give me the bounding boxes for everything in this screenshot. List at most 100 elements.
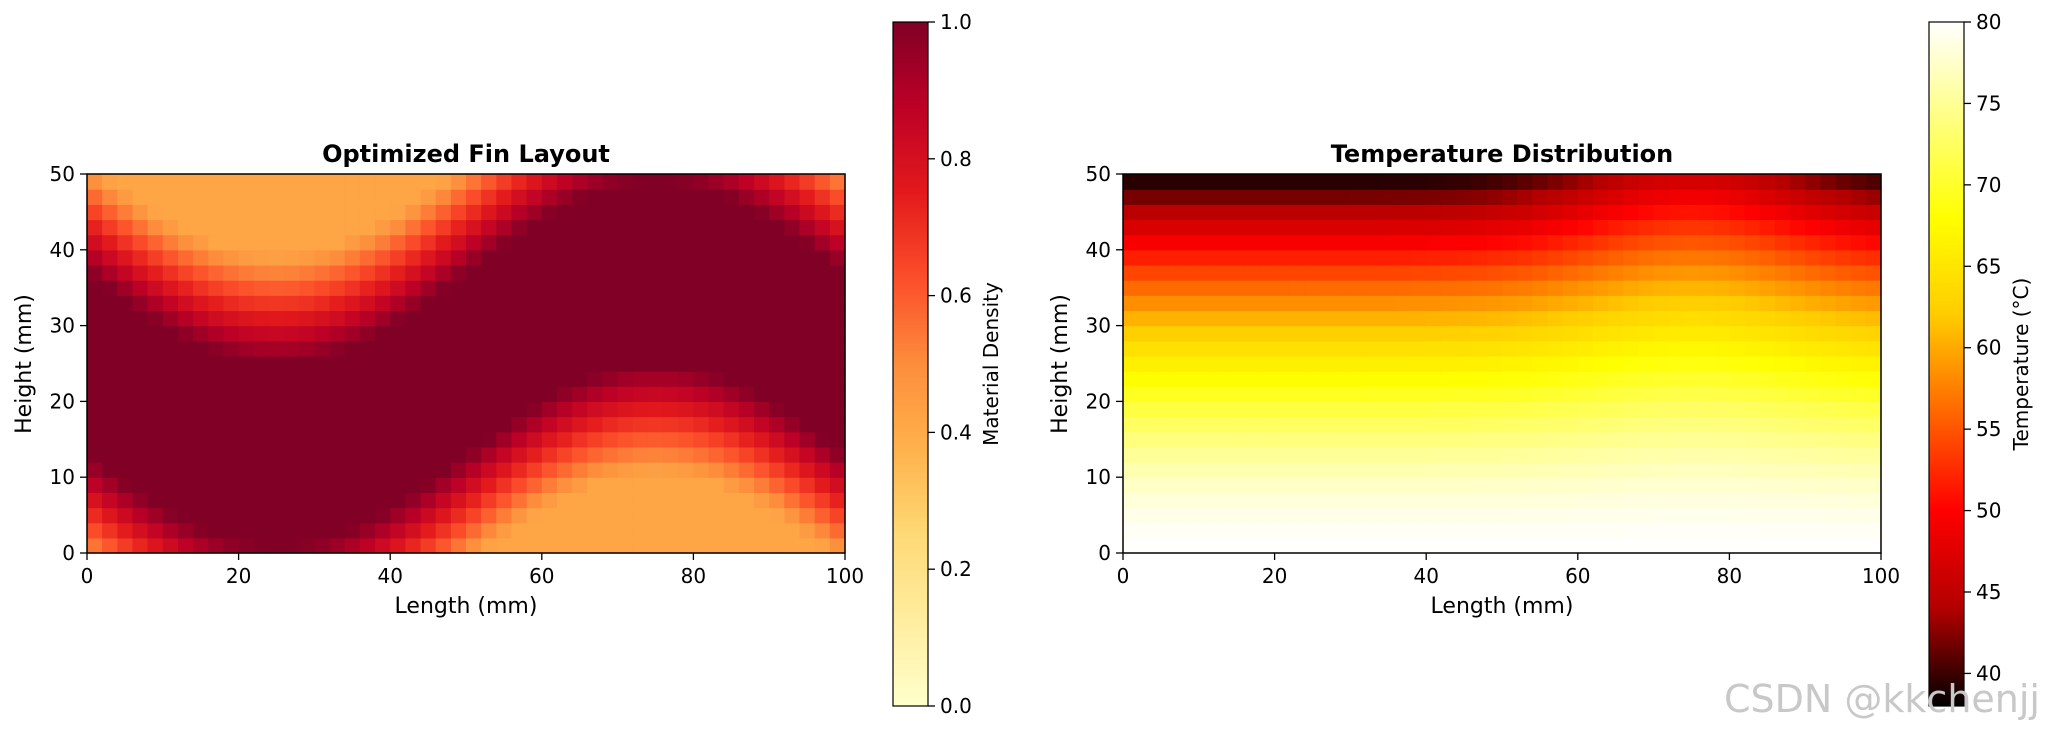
density-heat-cell — [329, 462, 346, 478]
density-heat-cell — [132, 189, 149, 205]
temperature-heat-cell — [1699, 310, 1715, 327]
temperature-heat-cell — [1562, 537, 1579, 554]
density-heat-cell — [359, 264, 376, 281]
density-heat-cell — [147, 431, 164, 448]
density-heat-cell — [238, 401, 255, 418]
density-heat-cell — [117, 264, 134, 281]
temperature-heat-cell — [1259, 431, 1276, 448]
density-heat-cell — [799, 189, 816, 205]
temperature-heat-cell — [1805, 219, 1821, 236]
density-heat-cell — [481, 401, 497, 418]
temperature-heat-cell — [1805, 174, 1821, 190]
temperature-heat-cell — [1471, 325, 1488, 342]
density-heat-cell — [526, 174, 543, 190]
density-heat-cell — [723, 234, 740, 251]
density-heat-cell — [284, 492, 300, 509]
temperature-panel: Temperature Distribution 0 20 40 60 80 100 01… — [1048, 10, 2033, 707]
density-heat-cell — [602, 431, 619, 448]
temperature-heat-cell — [1790, 189, 1806, 205]
temperature-heat-cell — [1805, 386, 1821, 402]
density-heat-cell — [572, 462, 588, 478]
density-heat-cell — [117, 431, 134, 448]
temperature-heat-cell — [1774, 249, 1791, 266]
density-heat-cell — [466, 295, 482, 312]
temperature-heat-cell — [1304, 295, 1321, 312]
temperature-heat-cell — [1441, 264, 1458, 281]
density-heat-cell — [587, 234, 604, 251]
density-heat-cell — [435, 431, 452, 448]
density-heat-cell — [405, 462, 422, 478]
density-heat-cell — [87, 492, 103, 509]
density-heat-cell — [314, 446, 331, 463]
density-heat-cell — [132, 355, 149, 372]
temperature-y-axis-label: Height (mm) — [1048, 294, 1073, 434]
temperature-heat-cell — [1820, 477, 1837, 493]
density-heat-cell — [375, 462, 391, 478]
temperature-heat-cell — [1699, 340, 1715, 357]
temperature-heat-cell — [1411, 340, 1427, 357]
temperature-colorbar-tick-label: 55 — [1976, 417, 2001, 441]
density-heat-cell — [632, 537, 649, 554]
temperature-heat-cell — [1380, 507, 1397, 524]
temperature-heat-cell — [1744, 174, 1761, 190]
temperature-heat-cell — [1350, 280, 1367, 296]
density-heat-cell — [450, 386, 467, 402]
density-heat-cell — [693, 174, 710, 190]
temperature-heat-cell — [1653, 477, 1670, 493]
density-heat-cell — [329, 355, 346, 372]
temperature-heat-cell — [1517, 371, 1533, 387]
density-heat-cell — [511, 340, 528, 357]
density-heat-cell — [359, 401, 376, 418]
temperature-heat-cell — [1274, 507, 1291, 524]
density-heat-cell — [329, 189, 346, 205]
density-heat-cell — [344, 386, 361, 402]
temperature-heat-cell — [1244, 492, 1261, 509]
density-heat-cell — [132, 295, 149, 312]
temperature-heat-cell — [1244, 401, 1261, 418]
density-heat-cell — [359, 446, 376, 463]
density-heat-cell — [329, 325, 346, 342]
density-heat-cell — [541, 431, 558, 448]
density-colorbar-tick-label: 0.6 — [940, 284, 972, 308]
density-heat-cell — [375, 264, 391, 281]
temperature-heat-cell — [1350, 371, 1367, 387]
temperature-heat-cell — [1532, 264, 1549, 281]
density-heat-cell — [784, 416, 801, 433]
density-heat-cell — [511, 522, 528, 539]
temperature-heat-cell — [1623, 446, 1640, 463]
density-heat-cell — [556, 189, 573, 205]
density-heat-cell — [344, 431, 361, 448]
temperature-heat-cell — [1683, 416, 1700, 433]
density-heat-cell — [738, 446, 755, 463]
density-heat-cell — [359, 295, 376, 312]
temperature-heat-cell — [1623, 537, 1640, 554]
density-heat-cell — [162, 174, 179, 190]
temperature-heat-cell — [1486, 355, 1503, 372]
temperature-heat-cell — [1577, 416, 1594, 433]
temperature-heat-cell — [1274, 204, 1291, 221]
temperature-heat-cell — [1592, 386, 1609, 402]
temperature-heat-cell — [1274, 522, 1291, 539]
temperature-heat-cell — [1198, 431, 1215, 448]
density-heat-cell — [602, 386, 619, 402]
density-heat-cell — [769, 295, 785, 312]
temperature-heat-cell — [1138, 295, 1154, 312]
temperature-heat-cell — [1820, 280, 1837, 296]
density-heat-cell — [87, 325, 103, 342]
density-heat-cell — [208, 386, 225, 402]
density-heat-cell — [784, 371, 801, 387]
temperature-heat-cell — [1850, 522, 1867, 539]
temperature-heat-cell — [1471, 507, 1488, 524]
density-heat-cell — [208, 477, 225, 493]
temperature-heat-cell — [1638, 295, 1655, 312]
density-heat-cell — [481, 416, 497, 433]
temperature-heat-cell — [1608, 431, 1624, 448]
density-heat-cell — [253, 462, 270, 478]
temperature-heat-cell — [1653, 522, 1670, 539]
temperature-heat-cell — [1259, 295, 1276, 312]
temperature-heat-cell — [1502, 462, 1518, 478]
density-heat-cell — [314, 431, 331, 448]
density-heat-cell — [496, 492, 513, 509]
temperature-heat-cell — [1183, 477, 1200, 493]
temperature-heat-cell — [1153, 249, 1170, 266]
